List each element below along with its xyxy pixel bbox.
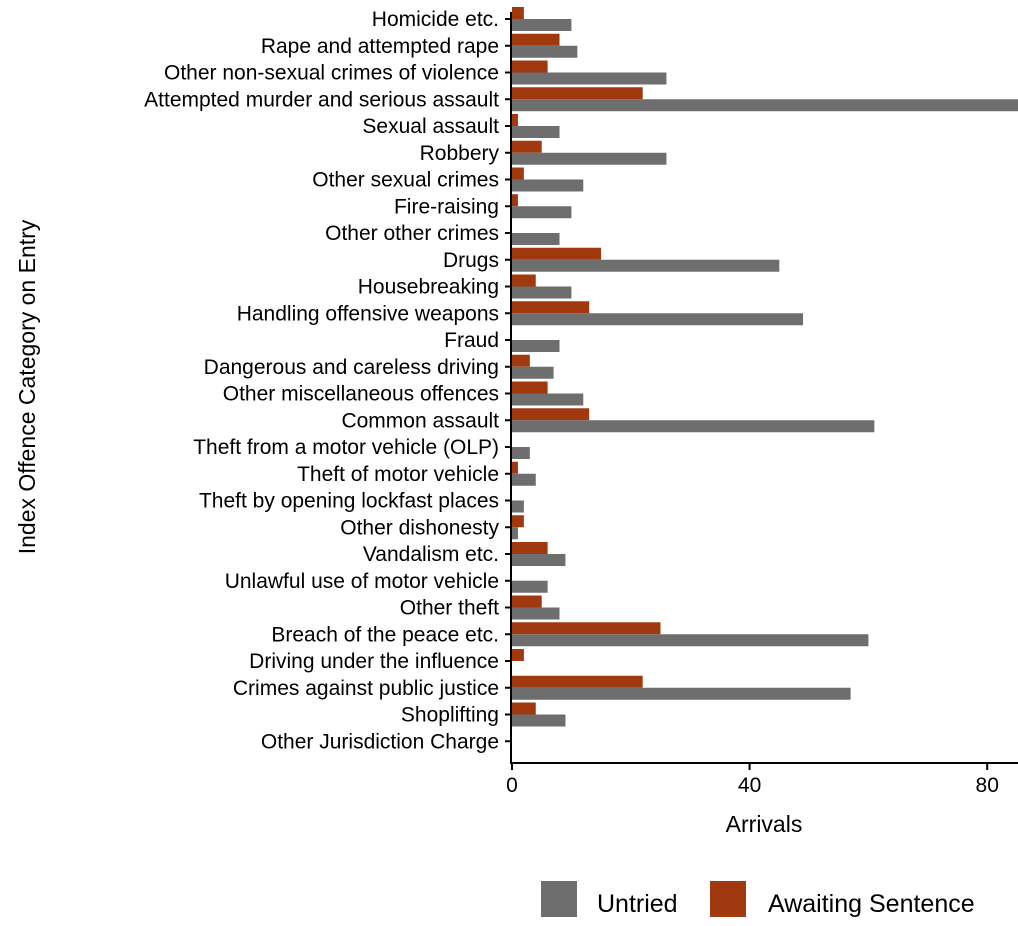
bar-untried-drugs [512, 259, 780, 272]
y-tick-label-fraud: Fraud [444, 329, 499, 352]
bar-awaiting-sentence-common-assault [512, 408, 590, 421]
bar-untried-breach-of-the-peace-etc [512, 634, 869, 647]
y-tick-label-dangerous-and-careless-driving: Dangerous and careless driving [204, 356, 499, 379]
y-tick-label-drugs: Drugs [443, 249, 499, 272]
y-tick-label-other-miscellaneous-offences: Other miscellaneous offences [223, 383, 499, 406]
bar-awaiting-sentence-handling-offensive-weapons [512, 301, 590, 314]
y-tick-label-unlawful-use-of-motor-vehicle: Unlawful use of motor vehicle [225, 570, 499, 593]
legend-swatch-untried [541, 881, 577, 917]
bar-awaiting-sentence-dangerous-and-careless-driving [512, 354, 530, 367]
bar-awaiting-sentence-breach-of-the-peace-etc [512, 622, 661, 635]
x-axis-title: Arrivals [726, 811, 803, 837]
bar-awaiting-sentence-homicide-etc [512, 7, 524, 19]
y-tick-label-other-non-sexual-crimes-of-violence: Other non-sexual crimes of violence [164, 62, 499, 85]
y-tick-label-other-sexual-crimes: Other sexual crimes [312, 169, 499, 192]
bar-untried-homicide-etc [512, 19, 572, 31]
y-tick-label-handling-offensive-weapons: Handling offensive weapons [237, 302, 499, 325]
bar-awaiting-sentence-crimes-against-public-justice [512, 675, 643, 688]
bar-untried-dangerous-and-careless-driving [512, 366, 554, 379]
legend: Untried Awaiting Sentence [541, 881, 975, 918]
bar-awaiting-sentence-fire-raising [512, 194, 518, 207]
y-tick-label-theft-from-a-motor-vehicle-olp: Theft from a motor vehicle (OLP) [193, 436, 499, 459]
bar-untried-other-dishonesty [512, 527, 518, 540]
bar-untried-fraud [512, 340, 560, 352]
bar-untried-other-theft [512, 607, 560, 620]
y-tick-label-theft-of-motor-vehicle: Theft of motor vehicle [297, 463, 499, 486]
bar-awaiting-sentence-other-theft [512, 595, 542, 608]
y-tick-label-fire-raising: Fire-raising [394, 195, 499, 218]
bar-awaiting-sentence-robbery [512, 140, 542, 153]
y-tick-label-homicide-etc: Homicide etc. [372, 8, 499, 31]
bar-untried-theft-of-motor-vehicle [512, 473, 536, 486]
bar-untried-attempted-murder-and-serious-assault [512, 99, 1018, 112]
bar-untried-crimes-against-public-justice [512, 687, 851, 700]
bar-untried-other-sexual-crimes [512, 179, 584, 192]
bar-awaiting-sentence-vandalism-etc [512, 542, 548, 554]
bar-awaiting-sentence-rape-and-attempted-rape [512, 33, 560, 46]
y-axis-title: Index Offence Category on Entry [14, 219, 40, 554]
bar-awaiting-sentence-other-miscellaneous-offences [512, 381, 548, 394]
bar-untried-fire-raising [512, 206, 572, 219]
bar-untried-handling-offensive-weapons [512, 313, 804, 326]
bar-untried-unlawful-use-of-motor-vehicle [512, 580, 548, 593]
bar-awaiting-sentence-shoplifting [512, 702, 536, 715]
bar-untried-sexual-assault [512, 126, 560, 138]
bar-untried-other-non-sexual-crimes-of-violence [512, 72, 667, 85]
y-tick-label-robbery: Robbery [420, 142, 500, 165]
y-tick-label-other-other-crimes: Other other crimes [325, 222, 499, 245]
y-tick-label-crimes-against-public-justice: Crimes against public justice [233, 677, 499, 700]
bars-layer [512, 7, 1018, 727]
y-tick-label-other-dishonesty: Other dishonesty [340, 516, 499, 539]
x-tick-label-40: 40 [738, 774, 761, 797]
bar-awaiting-sentence-other-sexual-crimes [512, 167, 524, 180]
bar-untried-shoplifting [512, 714, 566, 727]
bar-awaiting-sentence-housebreaking [512, 274, 536, 287]
y-tick-label-other-theft: Other theft [400, 597, 499, 620]
y-tick-label-attempted-murder-and-serious-assault: Attempted murder and serious assault [144, 88, 499, 111]
y-tick-label-driving-under-the-influence: Driving under the influence [249, 650, 499, 673]
legend-swatch-awaiting-sentence [710, 881, 746, 917]
bar-untried-other-miscellaneous-offences [512, 393, 584, 406]
category-labels: Homicide etc. Rape and attempted rape Othe… [144, 8, 511, 753]
bar-untried-vandalism-etc [512, 554, 566, 566]
bar-untried-housebreaking [512, 286, 572, 299]
y-tick-label-housebreaking: Housebreaking [358, 276, 499, 299]
bar-awaiting-sentence-driving-under-the-influence [512, 649, 524, 661]
y-tick-label-rape-and-attempted-rape: Rape and attempted rape [261, 35, 499, 58]
bar-awaiting-sentence-drugs [512, 247, 602, 260]
x-tick-label-0: 0 [506, 774, 518, 797]
y-tick-label-breach-of-the-peace-etc: Breach of the peace etc. [271, 623, 499, 646]
x-axis: 04080120160 [506, 763, 999, 797]
y-tick-label-vandalism-etc: Vandalism etc. [363, 543, 499, 566]
bar-untried-robbery [512, 152, 667, 165]
bar-untried-common-assault [512, 420, 875, 433]
bar-awaiting-sentence-other-non-sexual-crimes-of-violence [512, 60, 548, 73]
y-tick-label-theft-by-opening-lockfast-places: Theft by opening lockfast places [199, 490, 499, 513]
y-tick-label-other-jurisdiction-charge: Other Jurisdiction Charge [261, 730, 499, 753]
y-tick-label-shoplifting: Shoplifting [401, 704, 499, 727]
legend-label-untried: Untried [597, 890, 678, 918]
legend-label-awaiting-sentence: Awaiting Sentence [768, 890, 975, 918]
bar-untried-other-other-crimes [512, 233, 560, 245]
bar-awaiting-sentence-other-dishonesty [512, 515, 524, 528]
bar-untried-theft-from-a-motor-vehicle-olp [512, 447, 530, 459]
x-tick-label-80: 80 [976, 774, 999, 797]
bar-awaiting-sentence-theft-of-motor-vehicle [512, 461, 518, 474]
y-tick-label-common-assault: Common assault [341, 409, 499, 432]
y-tick-label-sexual-assault: Sexual assault [362, 115, 499, 138]
bar-awaiting-sentence-attempted-murder-and-serious-assault [512, 87, 643, 100]
bar-untried-rape-and-attempted-rape [512, 45, 578, 58]
bar-awaiting-sentence-sexual-assault [512, 114, 518, 126]
bar-untried-theft-by-opening-lockfast-places [512, 500, 524, 513]
